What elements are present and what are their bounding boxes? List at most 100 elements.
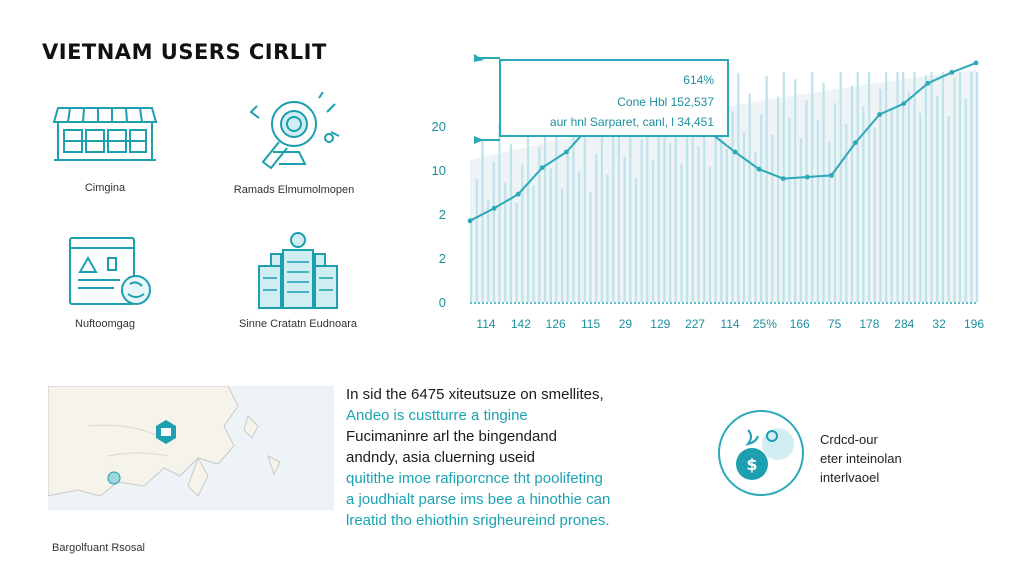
chart-bar	[703, 107, 706, 302]
chart-bar	[612, 136, 615, 302]
chart-bar	[930, 72, 933, 302]
chart-bar	[578, 171, 581, 302]
chart-bar	[890, 109, 893, 302]
chart-bar	[498, 123, 501, 303]
chart-bar	[811, 72, 814, 302]
chart-bar	[924, 74, 927, 302]
chart-bar	[623, 157, 626, 302]
chart-bar	[862, 106, 865, 302]
chart-bar	[583, 133, 586, 302]
y-tick-label: 20	[432, 119, 446, 134]
chart-bar	[782, 72, 785, 302]
chart-bar	[885, 72, 888, 302]
chart-bar	[754, 152, 757, 302]
chart-bar	[828, 141, 831, 302]
icon-label-2: Ramads Elmumolmopen	[233, 184, 355, 196]
chart-bar	[964, 98, 967, 302]
chart-bar	[742, 131, 746, 302]
series-point	[925, 80, 931, 86]
chart-bar	[845, 123, 848, 303]
chart-bar	[879, 89, 882, 302]
chart-bar	[589, 191, 592, 302]
chart-bar	[504, 182, 507, 302]
chart-bar	[686, 125, 689, 302]
chart-bar	[805, 100, 808, 302]
chart-bar	[788, 117, 791, 302]
chart-bar	[941, 72, 945, 302]
chart-bar	[760, 114, 763, 302]
series-point	[539, 165, 545, 170]
browser-warning-icon	[69, 237, 151, 305]
series-point	[804, 174, 810, 180]
chart-bar	[771, 135, 774, 302]
badge-line-3: interlvaoel	[820, 470, 880, 485]
x-tick-label: 32	[932, 317, 946, 331]
chart-bar	[475, 179, 478, 302]
x-tick-label: 114	[476, 317, 495, 331]
chart-bar	[470, 217, 473, 302]
tooltip-line-3: aur hnl Sarparet, canl, l 34,451	[550, 115, 714, 129]
chart-bar	[600, 115, 603, 302]
chart-bar	[748, 93, 751, 302]
chart-bar	[543, 109, 547, 302]
series-point	[564, 149, 569, 155]
chart-bar	[487, 199, 490, 302]
chart-bar	[896, 72, 899, 302]
chart-bar	[629, 118, 632, 302]
chart-bar	[617, 98, 620, 302]
text-line-2: Andeo is custturre a tingine	[346, 407, 528, 424]
chart-bar	[492, 161, 495, 302]
chart-bar	[907, 92, 910, 302]
storefront-icon	[52, 107, 158, 161]
chart-bar	[572, 112, 575, 303]
icon-label-1: Cimgina	[84, 182, 126, 194]
line-chart: 0 2 2 10 20 114 142 126 115 29 129 227 114 25% 166 75 1…	[418, 40, 1008, 340]
y-tick-label: 2	[439, 251, 446, 266]
chart-bar	[526, 126, 530, 302]
x-tick-label: 114	[720, 317, 739, 331]
chart-bar	[919, 112, 922, 303]
chart-bar	[646, 101, 649, 303]
chart-bar	[970, 72, 973, 302]
chart-bar	[657, 122, 660, 302]
gear-search-icon	[249, 92, 340, 170]
chart-bar	[731, 111, 734, 302]
x-tick-label: 29	[619, 317, 633, 331]
chart-bar	[532, 185, 535, 302]
series-point	[732, 149, 738, 155]
chart-bar	[868, 72, 871, 302]
map-graphic	[48, 386, 334, 510]
series-point	[756, 166, 762, 172]
text-line-4: andndy, asia cluerning useid	[346, 449, 536, 466]
chart-bar	[549, 168, 552, 302]
city-buildings-icon	[258, 232, 338, 309]
chart-bar	[936, 95, 939, 303]
icon-card-1: Cimgina	[5, 98, 205, 194]
chart-bar	[720, 90, 723, 303]
text-line-5: quitithe imoe rafiporcnce tht poolifetin…	[346, 470, 603, 487]
chart-bar	[777, 96, 780, 302]
chart-bar	[566, 150, 569, 302]
chart-bar	[850, 85, 854, 302]
chart-bar	[714, 128, 717, 302]
y-tick-label: 2	[439, 207, 446, 222]
chart-bar	[873, 127, 876, 302]
chart-bar	[708, 166, 711, 302]
chart-bar	[555, 129, 558, 302]
chart-bar	[833, 103, 837, 302]
x-tick-label: 115	[581, 317, 600, 331]
x-tick-label: 227	[685, 317, 705, 331]
x-tick-label: 196	[964, 317, 984, 331]
tooltip-line-1: 614%	[683, 73, 714, 87]
badge-line-2: eter inteinolan	[820, 451, 902, 466]
y-tick-label: 10	[432, 163, 446, 178]
chart-bar	[799, 138, 802, 302]
y-tick-label: 0	[439, 295, 446, 310]
chart-bar	[947, 116, 950, 302]
series-point	[515, 191, 521, 197]
chart-bar	[674, 104, 677, 302]
location-hexagon-icon[interactable]	[156, 420, 176, 444]
x-tick-label: 25%	[753, 317, 777, 331]
chart-bar	[816, 120, 819, 302]
chart-bar	[913, 72, 916, 302]
